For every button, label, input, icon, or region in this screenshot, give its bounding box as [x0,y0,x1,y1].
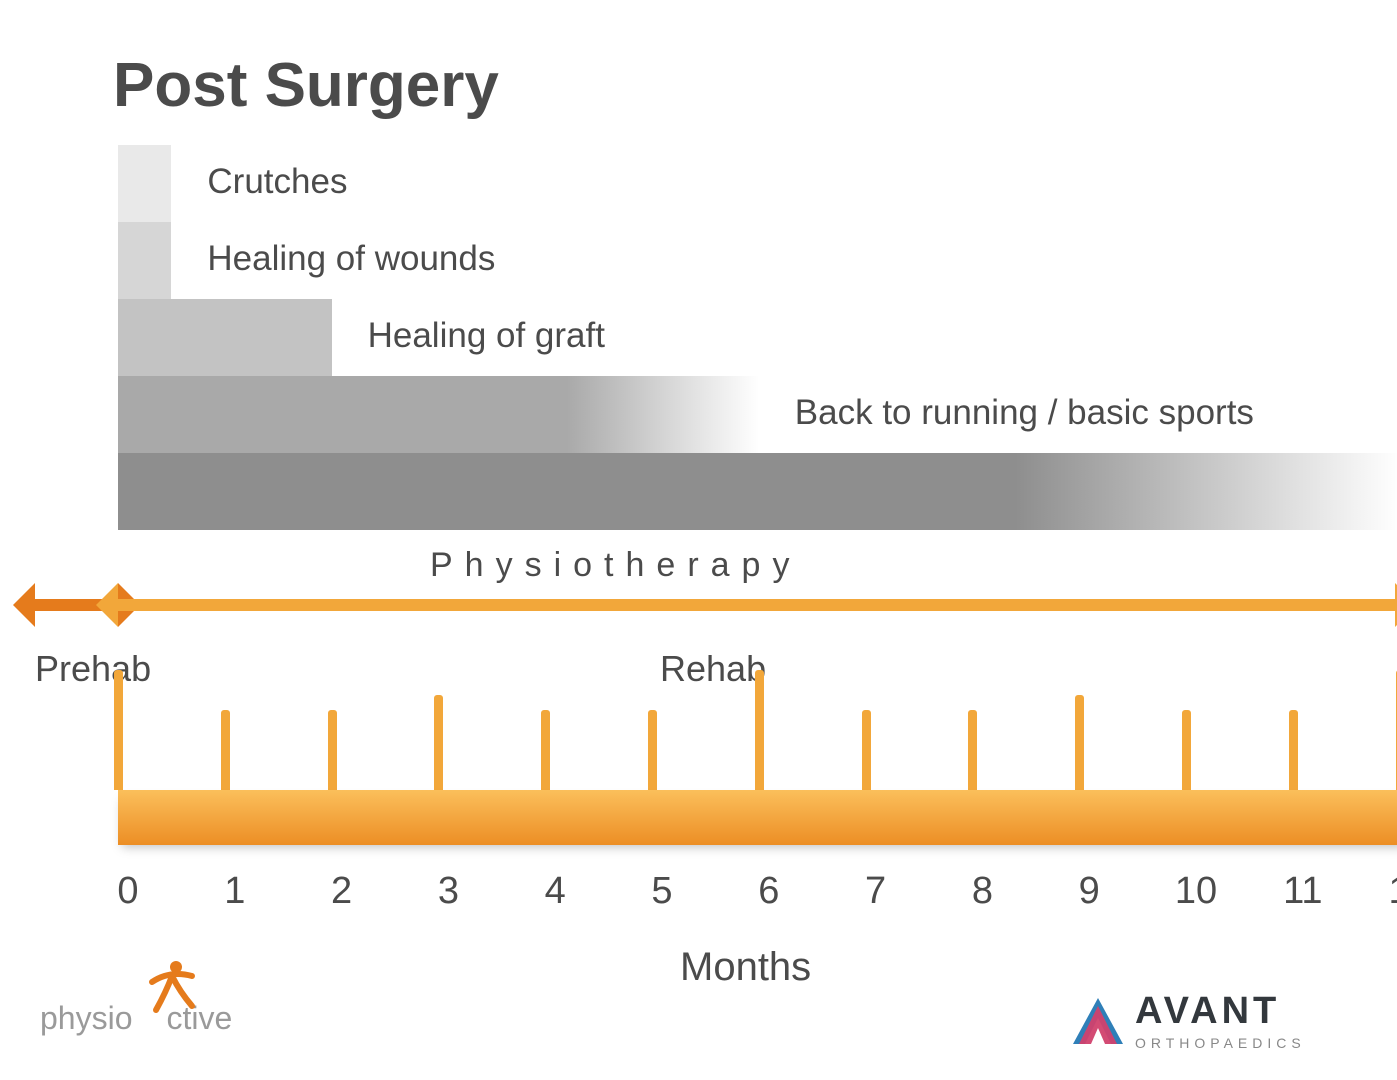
phase-bar-1 [118,222,171,299]
ruler-tick-1 [221,710,230,790]
phase-label-1: Healing of wounds [207,239,495,279]
prehab-label: Prehab [35,648,151,690]
avant-logo-name: AVANT [1135,990,1306,1033]
month-label-6: 6 [758,870,779,913]
month-label-4: 4 [545,870,566,913]
month-label-11: 11 [1283,870,1322,913]
month-label-8: 8 [972,870,993,913]
ruler-tick-7 [862,710,871,790]
month-label-0: 0 [117,870,138,913]
ruler-tick-2 [328,710,337,790]
month-label-3: 3 [438,870,459,913]
ruler-tick-3 [434,695,443,790]
avant-logo: AVANT ORTHOPAEDICS [1135,990,1306,1051]
ruler-tick-5 [648,710,657,790]
month-label-12: 12 [1388,870,1397,913]
phase-bar-2 [118,299,332,376]
ruler-tick-10 [1182,710,1191,790]
timeline-ruler [118,700,1397,845]
months-axis-label: Months [680,945,811,990]
rehab-label: Rehab [660,648,766,690]
physioactive-text-1: physio [40,1000,133,1036]
rehab-arrow [96,583,1397,631]
ruler-tick-8 [968,710,977,790]
phase-label-2: Healing of graft [368,316,605,356]
physioactive-logo: physioctive [40,1000,232,1037]
month-label-10: 10 [1175,870,1217,913]
phase-bar-4 [118,453,1397,530]
ruler-base [118,790,1397,845]
page-title: Post Surgery [113,50,499,121]
month-label-2: 2 [331,870,352,913]
ruler-tick-4 [541,710,550,790]
ruler-tick-6 [755,670,764,790]
physiotherapy-label: Physiotherapy [430,546,801,585]
ruler-tick-11 [1289,710,1298,790]
phase-label-0: Crutches [207,162,347,202]
month-label-1: 1 [224,870,245,913]
ruler-tick-0 [114,670,123,790]
phase-label-3: Back to running / basic sports [795,393,1254,433]
ruler-tick-9 [1075,695,1084,790]
month-label-9: 9 [1079,870,1100,913]
avant-logo-sub: ORTHOPAEDICS [1135,1035,1306,1051]
month-label-5: 5 [651,870,672,913]
phase-bar-0 [118,145,171,222]
month-label-7: 7 [865,870,886,913]
phase-bar-3 [118,376,759,453]
